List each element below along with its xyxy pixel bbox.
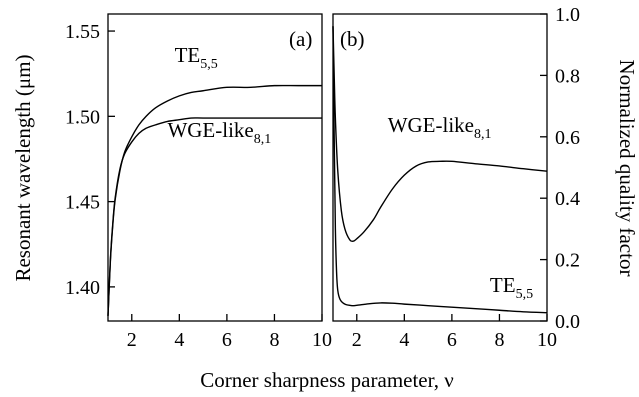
panel-b-series-0-line: [332, 26, 548, 242]
panel-b-y-tick-label: 0.8: [555, 65, 580, 87]
panel-b-y-tick-label: 0.2: [555, 250, 580, 272]
panel-b-ticks: 2 4 6 8 100.0 0.2 0.4 0.6 0.8 1.0: [352, 4, 580, 351]
panel-a-y-axis-title: Resonant wavelength (μm): [11, 54, 35, 281]
x-axis-title: Corner sharpness parameter, ν: [200, 368, 454, 392]
panel-b-curves: [332, 26, 548, 314]
panel-a-x-tick-label: 6: [222, 329, 232, 351]
panel-a-x-tick-label: 8: [269, 329, 279, 351]
panel-b-plot-frame: [332, 13, 548, 322]
curve-label-main: WGE-like: [167, 118, 253, 142]
panel-b-series-1-line: [332, 26, 548, 314]
panel-b-curve-label: TE5,5: [490, 273, 533, 302]
panel-b-x-tick-label: 6: [447, 329, 457, 351]
panel-b-x-tick-label: 10: [537, 329, 557, 351]
panel-a-curves: [107, 84, 322, 316]
panel-b-label: (b): [340, 27, 365, 51]
curve-label-subscript: 5,5: [516, 287, 534, 302]
panel-a-series-1-line: [107, 117, 322, 316]
panel-a-x-tick-label: 2: [127, 329, 137, 351]
panel-b-x-tick-label: 2: [352, 329, 362, 351]
panel-b-curve-label: WGE-like8,1: [388, 113, 492, 142]
panel-b-y-tick-label: 1.0: [555, 4, 580, 26]
panel-a-plot-frame: [107, 13, 323, 322]
panel-a-y-tick-label: 1.40: [65, 277, 100, 299]
panel-b-y-tick-label: 0.4: [555, 188, 580, 210]
panel-b-y-tick-label: 0.0: [555, 311, 580, 333]
curve-label-subscript: 8,1: [254, 132, 272, 147]
panel-a-y-tick-label: 1.50: [65, 106, 100, 128]
curve-label-main: WGE-like: [388, 113, 474, 137]
panel-b-x-tick-label: 8: [494, 329, 504, 351]
panel-a-x-tick-label: 4: [174, 329, 184, 351]
panel-a: 2 4 6 8 101.401.451.501.55 TE5,5WGE-like8,1 …: [11, 13, 332, 351]
panel-a-ticks: 2 4 6 8 10 1.40 1.45 1.50 1.55: [65, 21, 332, 351]
panel-a-label: (a): [289, 27, 312, 51]
panel-a-y-tick-label: 1.45: [65, 192, 100, 214]
panel-b-annotations: WGE-like8,1 TE5,5: [388, 113, 533, 302]
panel-b-y-axis-title: Normalized quality factor: [615, 60, 639, 277]
panel-b-x-tick-label: 4: [399, 329, 409, 351]
panel-a-annotations: TE5,5 WGE-like8,1: [167, 43, 271, 147]
panel-b-y-tick-label: 0.6: [555, 127, 580, 149]
panel-b: 2 4 6 8 100.0 0.2 0.4 0.6 0.8 1.0 WGE-like8,1 TE5,…: [332, 4, 639, 351]
panel-a-y-tick-label: 1.55: [65, 21, 100, 43]
panel-a-curve-label: WGE-like8,1: [167, 118, 271, 147]
panel-a-curve-label: TE5,5: [175, 43, 218, 72]
curve-label-main: TE: [490, 273, 516, 297]
curve-label-main: TE: [175, 43, 201, 67]
curve-label-subscript: 8,1: [474, 127, 492, 142]
panel-a-x-tick-label: 10: [312, 329, 332, 351]
curve-label-subscript: 5,5: [200, 57, 218, 72]
